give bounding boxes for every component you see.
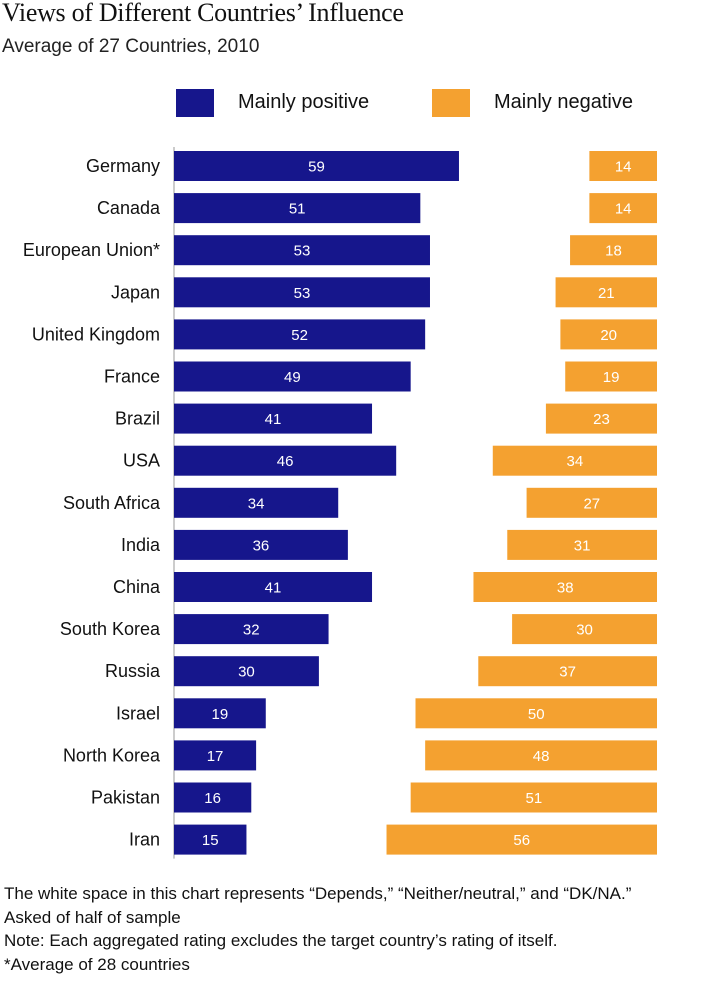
category-label: Canada <box>97 198 161 218</box>
bar-negative <box>492 445 657 476</box>
bar-positive <box>174 698 266 729</box>
data-label-positive: 17 <box>207 748 224 765</box>
legend-label-negative: Mainly negative <box>494 91 633 113</box>
data-label-negative: 50 <box>528 706 545 723</box>
bar-positive <box>174 614 329 645</box>
category-label: European Union* <box>23 240 160 260</box>
category-label: Germany <box>86 156 160 176</box>
category-label: USA <box>123 451 160 471</box>
bar-negative <box>526 487 657 518</box>
note-line-footnote: *Average of 28 countries <box>4 954 190 974</box>
data-label-positive: 19 <box>212 706 229 723</box>
note-line-aggregate: Note: Each aggregated rating excludes th… <box>4 931 558 950</box>
category-label: Israel <box>116 703 160 723</box>
data-label-positive: 51 <box>289 201 306 218</box>
data-label-positive: 36 <box>253 537 270 554</box>
data-label-negative: 31 <box>574 537 591 554</box>
bar-negative <box>545 403 657 434</box>
data-label-negative: 18 <box>605 243 622 260</box>
chart-notes: The white space in this chart represents… <box>4 882 631 976</box>
category-label: Japan <box>111 282 160 302</box>
data-label-positive: 49 <box>284 369 301 386</box>
data-label-positive: 30 <box>238 664 255 681</box>
data-label-positive: 52 <box>291 327 308 344</box>
data-label-negative: 27 <box>583 495 600 512</box>
data-label-positive: 59 <box>308 159 325 176</box>
data-label-positive: 41 <box>265 580 282 597</box>
data-label-positive: 16 <box>204 790 221 807</box>
bar-negative <box>410 782 657 813</box>
bar-negative <box>478 656 657 687</box>
legend-label-positive: Mainly positive <box>238 91 369 113</box>
bar-negative <box>425 740 657 771</box>
bar-positive <box>174 403 373 434</box>
data-label-positive: 46 <box>277 453 294 470</box>
data-label-negative: 30 <box>576 622 593 639</box>
data-label-positive: 53 <box>294 285 311 302</box>
data-label-negative: 14 <box>615 201 632 218</box>
bar-positive <box>174 824 247 855</box>
bar-positive <box>174 445 397 476</box>
bar-positive <box>174 193 421 224</box>
category-label: Pakistan <box>91 788 160 808</box>
category-label: Iran <box>129 830 160 850</box>
category-label: India <box>121 535 161 555</box>
bar-positive <box>174 572 373 602</box>
data-label-negative: 56 <box>513 832 530 849</box>
category-label: China <box>113 577 161 597</box>
category-label: South Africa <box>63 493 161 513</box>
category-label: South Korea <box>60 619 161 639</box>
data-label-negative: 23 <box>593 411 610 428</box>
bar-positive <box>174 656 319 687</box>
category-label: United Kingdom <box>32 324 160 344</box>
bar-chart: Mainly positive Mainly negative Germany 59 1… <box>23 89 657 859</box>
bar-positive <box>174 487 339 518</box>
bar-positive <box>174 151 459 181</box>
data-label-negative: 37 <box>559 664 576 681</box>
bar-negative <box>473 572 657 602</box>
bar-positive <box>174 529 348 560</box>
bar-negative <box>565 361 657 392</box>
bar-negative <box>415 698 657 729</box>
note-line-sample: Asked of half of sample <box>4 907 181 927</box>
bar-negative <box>570 235 657 266</box>
bar-negative <box>589 151 657 181</box>
data-label-negative: 38 <box>557 580 574 597</box>
legend-swatch-positive <box>176 89 214 117</box>
bar-negative <box>386 824 657 855</box>
data-label-positive: 53 <box>294 243 311 260</box>
category-label: Brazil <box>115 409 160 429</box>
bar-positive <box>174 277 430 308</box>
data-label-negative: 51 <box>525 790 542 807</box>
bar-positive <box>174 740 257 771</box>
bar-positive <box>174 319 426 350</box>
data-label-positive: 41 <box>265 411 282 428</box>
data-label-positive: 15 <box>202 832 219 849</box>
category-label: North Korea <box>63 745 161 765</box>
data-label-negative: 48 <box>533 748 550 765</box>
data-label-negative: 34 <box>567 453 584 470</box>
bar-negative <box>555 277 657 308</box>
data-label-positive: 32 <box>243 622 260 639</box>
bar-negative <box>512 614 657 645</box>
chart-title: Views of Different Countries’ Influence <box>2 0 404 27</box>
bar-negative <box>589 193 657 224</box>
data-label-negative: 20 <box>600 327 617 344</box>
bar-positive <box>174 361 411 392</box>
bar-positive <box>174 235 430 266</box>
bar-positive <box>174 782 252 813</box>
category-label: France <box>104 367 160 387</box>
bar-negative <box>560 319 657 350</box>
data-label-negative: 14 <box>615 159 632 176</box>
category-label: Russia <box>105 661 161 681</box>
data-label-negative: 21 <box>598 285 615 302</box>
data-label-negative: 19 <box>603 369 620 386</box>
bar-negative <box>507 529 657 560</box>
chart-subtitle: Average of 27 Countries, 2010 <box>2 36 260 57</box>
data-label-positive: 34 <box>248 495 265 512</box>
legend-swatch-negative <box>432 89 470 117</box>
note-line-whitespace: The white space in this chart represents… <box>4 884 632 903</box>
